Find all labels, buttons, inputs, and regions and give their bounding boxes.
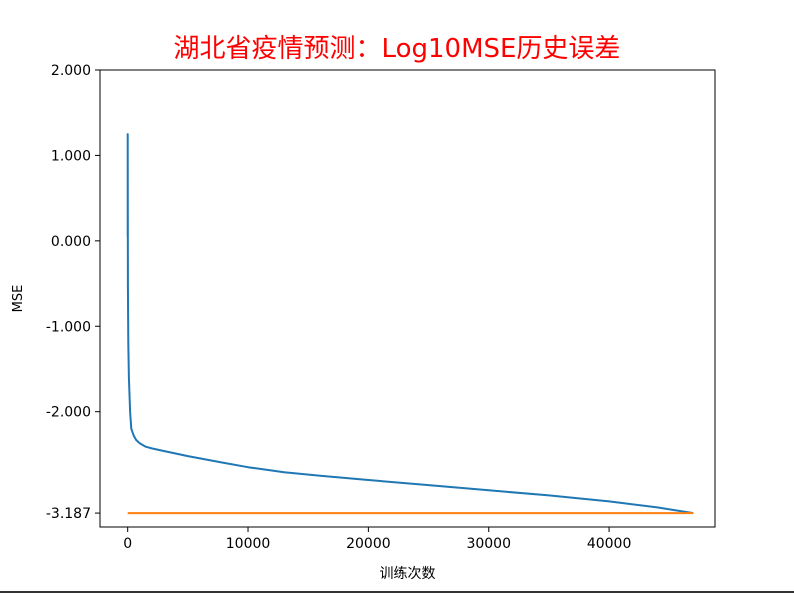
series-line-1 (126, 133, 694, 515)
x-tick-label: 0 (123, 536, 132, 552)
y-tick-label: -3.187 (46, 506, 91, 522)
chart-title: 湖北省疫情预测：Log10MSE历史误差 (173, 34, 621, 64)
x-axis-label: 训练次数 (380, 566, 436, 582)
y-tick-label: 2.000 (51, 63, 91, 79)
y-tick-label: -2.000 (46, 405, 91, 421)
y-tick-label: 1.000 (51, 148, 91, 164)
y-tick-label: 0.000 (51, 234, 91, 250)
y-axis-label: MSE (11, 285, 26, 313)
x-tick-label: 40000 (587, 536, 632, 552)
plot-frame (99, 69, 716, 528)
bottom-divider (0, 591, 794, 593)
y-tick-label: -1.000 (46, 319, 91, 335)
x-tick-label: 30000 (466, 536, 511, 552)
x-tick-label: 20000 (346, 536, 391, 552)
x-tick-label: 10000 (226, 536, 271, 552)
